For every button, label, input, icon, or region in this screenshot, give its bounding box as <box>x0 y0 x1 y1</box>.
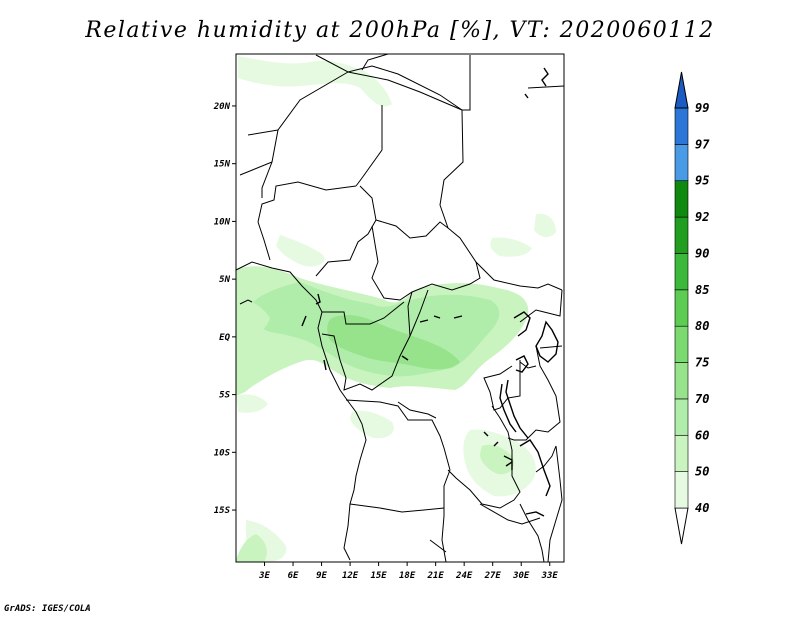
colorbar-bin <box>674 325 689 363</box>
colorbar-bin <box>674 180 689 218</box>
colorbar-label: 97 <box>695 137 710 151</box>
lat-tick-label: 10S <box>214 448 231 458</box>
colorbar-bin <box>674 471 689 509</box>
colorbar-label: 85 <box>695 283 709 297</box>
colorbar-label: 90 <box>695 246 709 260</box>
colorbar-label: 92 <box>695 210 709 224</box>
axis-ticks: 3E 6E 9E 12E 15E 18E 21E 24E 27E 30E 33E 20N 15N 10N 5… <box>213 102 559 581</box>
lon-tick-label: 9E <box>316 571 327 581</box>
colorbar-bin <box>674 434 689 472</box>
map-frame <box>235 53 565 563</box>
lat-tick-label: 5S <box>219 391 230 401</box>
colorbar-label: 40 <box>695 501 709 515</box>
chart-title: Relative humidity at 200hPa [%], VT: 202… <box>85 18 715 43</box>
lon-tick-label: 15E <box>370 571 387 581</box>
colorbar-label: 60 <box>695 428 709 442</box>
country-borders <box>235 53 565 563</box>
lon-tick-label: 18E <box>399 571 416 581</box>
colorbar-label: 80 <box>695 319 709 333</box>
lat-tick-label: EQ <box>219 333 230 343</box>
lon-tick-label: 27E <box>484 571 502 581</box>
credit-label: GrADS: IGES/COLA <box>4 604 91 614</box>
lon-tick-label: 6E <box>288 571 299 581</box>
lon-tick-label: 24E <box>455 571 473 581</box>
colorbar-bin <box>674 144 689 182</box>
colorbar-bin <box>674 107 689 145</box>
lat-tick-label: 15N <box>214 160 231 170</box>
colorbar-bin <box>674 398 689 436</box>
colorbar-label: 95 <box>695 174 709 188</box>
colorbar-bin <box>674 253 689 291</box>
colorbar-label: 70 <box>695 392 709 406</box>
colorbar-bin <box>674 362 689 400</box>
lat-tick-label: 10N <box>214 217 231 227</box>
lat-tick-label: 5N <box>219 275 230 285</box>
colorbar-bin <box>674 289 689 327</box>
lat-tick-label: 20N <box>213 102 231 112</box>
lon-tick-label: 12E <box>342 571 359 581</box>
lon-tick-label: 21E <box>427 571 445 581</box>
colorbar: 40 50 60 70 75 80 85 90 92 95 97 99 <box>674 71 710 545</box>
lakes <box>301 67 559 517</box>
colorbar-low-arrow <box>674 507 689 545</box>
lat-tick-label: 15S <box>214 506 231 516</box>
lon-tick-label: 33E <box>541 571 559 581</box>
colorbar-label: 75 <box>695 356 709 370</box>
colorbar-high-arrow <box>674 71 689 109</box>
colorbar-label: 99 <box>695 101 709 115</box>
colorbar-label: 50 <box>695 465 709 479</box>
lon-tick-label: 3E <box>258 571 270 581</box>
lon-tick-label: 30E <box>512 571 530 581</box>
colorbar-bin <box>674 216 689 254</box>
humidity-fills <box>236 56 556 562</box>
